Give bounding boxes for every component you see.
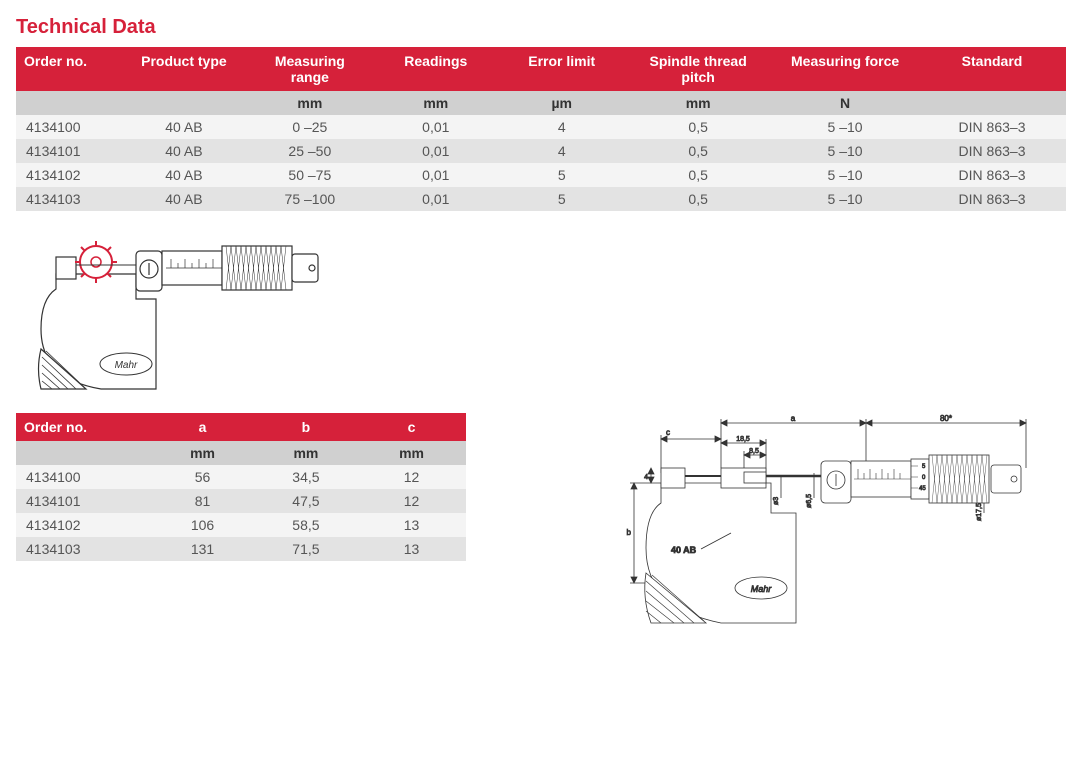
table-cell: 34,5 xyxy=(254,465,357,489)
table-cell: 106 xyxy=(151,513,254,537)
svg-text:Mahr: Mahr xyxy=(751,584,773,594)
column-header: Standard xyxy=(919,47,1066,91)
table-row: 413410340 AB75 –1000,0150,55 –10DIN 863–… xyxy=(16,187,1066,211)
table-cell: 47,5 xyxy=(254,489,357,513)
table-cell: DIN 863–3 xyxy=(919,187,1066,211)
table-cell: 58,5 xyxy=(254,513,357,537)
dimension-table: Order no.abc mmmmmm41341005634,512413410… xyxy=(16,413,466,561)
table-cell: 56 xyxy=(151,465,254,489)
unit-cell: µm xyxy=(499,91,625,115)
unit-cell: N xyxy=(772,91,919,115)
unit-cell: mm xyxy=(254,441,357,465)
table-cell: 25 –50 xyxy=(247,139,373,163)
table-cell: 4 xyxy=(499,115,625,139)
svg-text:40 AB: 40 AB xyxy=(671,545,697,555)
table-cell: 75 –100 xyxy=(247,187,373,211)
column-header: Order no. xyxy=(16,413,151,441)
column-header: Product type xyxy=(121,47,247,91)
table-row: 41341005634,512 xyxy=(16,465,466,489)
table-row: 413410040 AB0 –250,0140,55 –10DIN 863–3 xyxy=(16,115,1066,139)
table-row: 413410240 AB50 –750,0150,55 –10DIN 863–3 xyxy=(16,163,1066,187)
column-header: Spindle thread pitch xyxy=(625,47,772,91)
table-cell: DIN 863–3 xyxy=(919,163,1066,187)
column-header: c xyxy=(358,413,466,441)
column-header: b xyxy=(254,413,357,441)
table-cell: 5 –10 xyxy=(772,187,919,211)
unit-cell: mm xyxy=(247,91,373,115)
page-title: Technical Data xyxy=(16,16,1069,39)
table-cell: 4 xyxy=(499,139,625,163)
unit-cell: mm xyxy=(358,441,466,465)
table-cell: 4134103 xyxy=(16,537,151,561)
table-cell: 0,01 xyxy=(373,115,499,139)
table-cell: 0,01 xyxy=(373,139,499,163)
table-cell: DIN 863–3 xyxy=(919,115,1066,139)
svg-text:18,5: 18,5 xyxy=(736,436,750,443)
table-cell: 40 AB xyxy=(121,187,247,211)
svg-text:ø17,5: ø17,5 xyxy=(976,503,983,521)
unit-cell: mm xyxy=(625,91,772,115)
table-row: 413410313171,513 xyxy=(16,537,466,561)
table-cell: 40 AB xyxy=(121,115,247,139)
column-header: Error limit xyxy=(499,47,625,91)
column-header: Readings xyxy=(373,47,499,91)
unit-cell xyxy=(919,91,1066,115)
table-cell: 5 –10 xyxy=(772,139,919,163)
svg-text:ø3: ø3 xyxy=(773,497,780,505)
svg-text:ø6,5: ø6,5 xyxy=(806,494,813,508)
table-cell: 131 xyxy=(151,537,254,561)
table-cell: 40 AB xyxy=(121,139,247,163)
unit-cell: mm xyxy=(373,91,499,115)
table-cell: 5 xyxy=(499,187,625,211)
table-cell: 0,01 xyxy=(373,187,499,211)
column-header: a xyxy=(151,413,254,441)
svg-text:45: 45 xyxy=(919,486,926,492)
table-row: 413410210658,513 xyxy=(16,513,466,537)
column-header: Order no. xyxy=(16,47,121,91)
table-cell: 13 xyxy=(358,513,466,537)
svg-text:80*: 80* xyxy=(940,414,952,423)
svg-text:8,5: 8,5 xyxy=(749,448,759,455)
table-cell: 12 xyxy=(358,465,466,489)
table-cell: 40 AB xyxy=(121,163,247,187)
table-cell: 4134100 xyxy=(16,465,151,489)
table-cell: 5 xyxy=(499,163,625,187)
table-cell: DIN 863–3 xyxy=(919,139,1066,163)
table-row: 41341018147,512 xyxy=(16,489,466,513)
table-cell: 4134102 xyxy=(16,513,151,537)
table-cell: 81 xyxy=(151,489,254,513)
table-cell: 12 xyxy=(358,489,466,513)
unit-cell: mm xyxy=(151,441,254,465)
main-spec-table: Order no.Product typeMeasuring rangeRead… xyxy=(16,47,1066,211)
table-cell: 0,5 xyxy=(625,187,772,211)
table-cell: 4134101 xyxy=(16,139,121,163)
table-cell: 0,01 xyxy=(373,163,499,187)
technical-diagram: a 80* c 18,5 xyxy=(566,413,1046,643)
unit-cell xyxy=(16,441,151,465)
table-cell: 4134101 xyxy=(16,489,151,513)
unit-cell xyxy=(121,91,247,115)
table-cell: 4134103 xyxy=(16,187,121,211)
unit-cell xyxy=(16,91,121,115)
svg-text:a: a xyxy=(791,414,796,423)
table-cell: 0 –25 xyxy=(247,115,373,139)
svg-text:c: c xyxy=(666,428,670,437)
table-cell: 4134102 xyxy=(16,163,121,187)
brand-label: Mahr xyxy=(115,360,138,371)
table-cell: 0,5 xyxy=(625,163,772,187)
table-cell: 0,5 xyxy=(625,115,772,139)
column-header: Measuring force xyxy=(772,47,919,91)
svg-text:4: 4 xyxy=(644,474,648,481)
product-diagram: Mahr xyxy=(16,229,366,399)
table-cell: 0,5 xyxy=(625,139,772,163)
column-header: Measuring range xyxy=(247,47,373,91)
svg-text:b: b xyxy=(627,528,632,537)
table-cell: 5 –10 xyxy=(772,163,919,187)
table-cell: 13 xyxy=(358,537,466,561)
table-cell: 50 –75 xyxy=(247,163,373,187)
table-row: 413410140 AB25 –500,0140,55 –10DIN 863–3 xyxy=(16,139,1066,163)
table-cell: 71,5 xyxy=(254,537,357,561)
table-cell: 4134100 xyxy=(16,115,121,139)
table-cell: 5 –10 xyxy=(772,115,919,139)
